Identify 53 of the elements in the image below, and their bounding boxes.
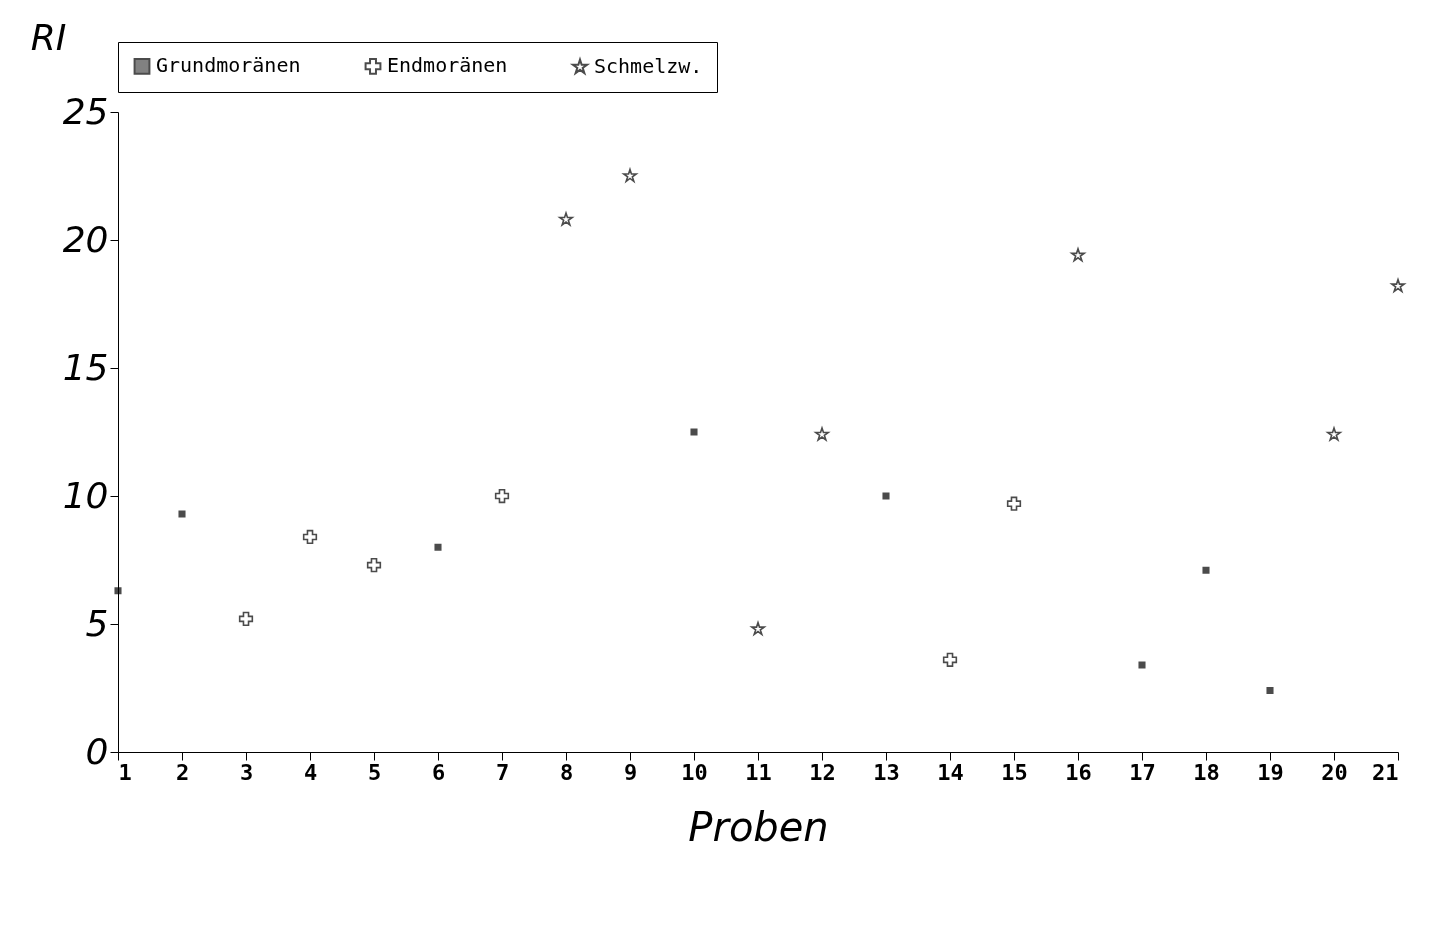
point <box>942 652 958 667</box>
point <box>1071 248 1085 262</box>
y-axis-title: RI <box>30 16 67 58</box>
x-tick-label: 13 <box>873 759 900 785</box>
y-tick-label: 10 <box>62 474 109 516</box>
x-tick-label: 15 <box>1001 759 1028 785</box>
point <box>1266 687 1274 695</box>
x-tick-label: 1 <box>118 759 132 785</box>
y-tick-label: 25 <box>62 90 109 132</box>
x-tick-label: 3 <box>239 759 254 785</box>
point <box>114 587 122 595</box>
y-tick-label: 15 <box>62 346 109 388</box>
point <box>623 168 637 183</box>
legend-label: Endmoränen <box>387 53 508 78</box>
legend-label: Grundmoränen <box>156 53 301 78</box>
x-tick-label: 5 <box>367 759 382 785</box>
x-tick-label: 10 <box>681 759 708 785</box>
x-tick-label: 16 <box>1065 759 1092 785</box>
x-tick-label: 4 <box>303 759 318 785</box>
x-tick-label: 9 <box>623 759 638 785</box>
point <box>1202 566 1210 574</box>
point <box>1138 661 1146 669</box>
x-tick-label: 8 <box>559 759 574 785</box>
point <box>559 212 573 226</box>
x-tick-label: 14 <box>937 759 964 785</box>
legend-label: Schmelzw. <box>594 54 703 78</box>
point <box>178 510 186 518</box>
y-tick-label: 20 <box>62 218 109 260</box>
point <box>238 611 254 627</box>
x-tick-label: 18 <box>1193 759 1220 785</box>
x-tick-label: 7 <box>495 759 510 785</box>
x-tick-label: 19 <box>1257 759 1284 785</box>
point <box>1327 427 1341 441</box>
point <box>494 488 510 504</box>
x-tick-label: 12 <box>809 759 836 785</box>
y-tick-label: 5 <box>85 602 109 644</box>
y-tick-label: 0 <box>85 730 109 772</box>
x-tick-label: 20 <box>1321 759 1348 785</box>
x-tick-label: 6 <box>431 759 446 785</box>
x-tick-label: 17 <box>1129 759 1156 785</box>
point <box>1006 496 1022 511</box>
point <box>751 621 765 636</box>
point <box>302 529 318 545</box>
point <box>1391 278 1405 293</box>
x-tick-label: 21 <box>1372 759 1399 785</box>
x-tick-label: 11 <box>745 759 772 785</box>
point <box>815 427 829 441</box>
point <box>690 428 698 436</box>
point <box>882 492 890 500</box>
x-tick-label: 2 <box>175 759 190 785</box>
point <box>366 557 382 573</box>
point <box>434 543 442 551</box>
x-axis-title: Proben <box>688 803 829 850</box>
